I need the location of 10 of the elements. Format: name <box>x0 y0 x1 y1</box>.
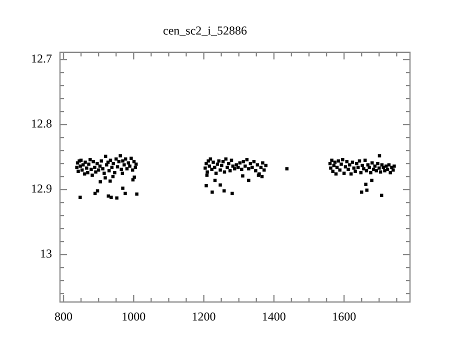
chart-title: cen_sc2_i_52886 <box>163 23 247 38</box>
x-tick-label: 1200 <box>192 309 216 324</box>
y-tick-label: 13 <box>40 246 52 261</box>
x-tick-label: 1600 <box>332 309 356 324</box>
x-tick-label: 1400 <box>262 309 286 324</box>
y-tick-label: 12.7 <box>31 52 52 66</box>
y-tick-label: 12.8 <box>31 116 52 131</box>
y-tick-label: 12.9 <box>31 182 52 196</box>
x-tick-label: 1000 <box>122 309 146 324</box>
x-tick-label: 800 <box>54 309 73 324</box>
